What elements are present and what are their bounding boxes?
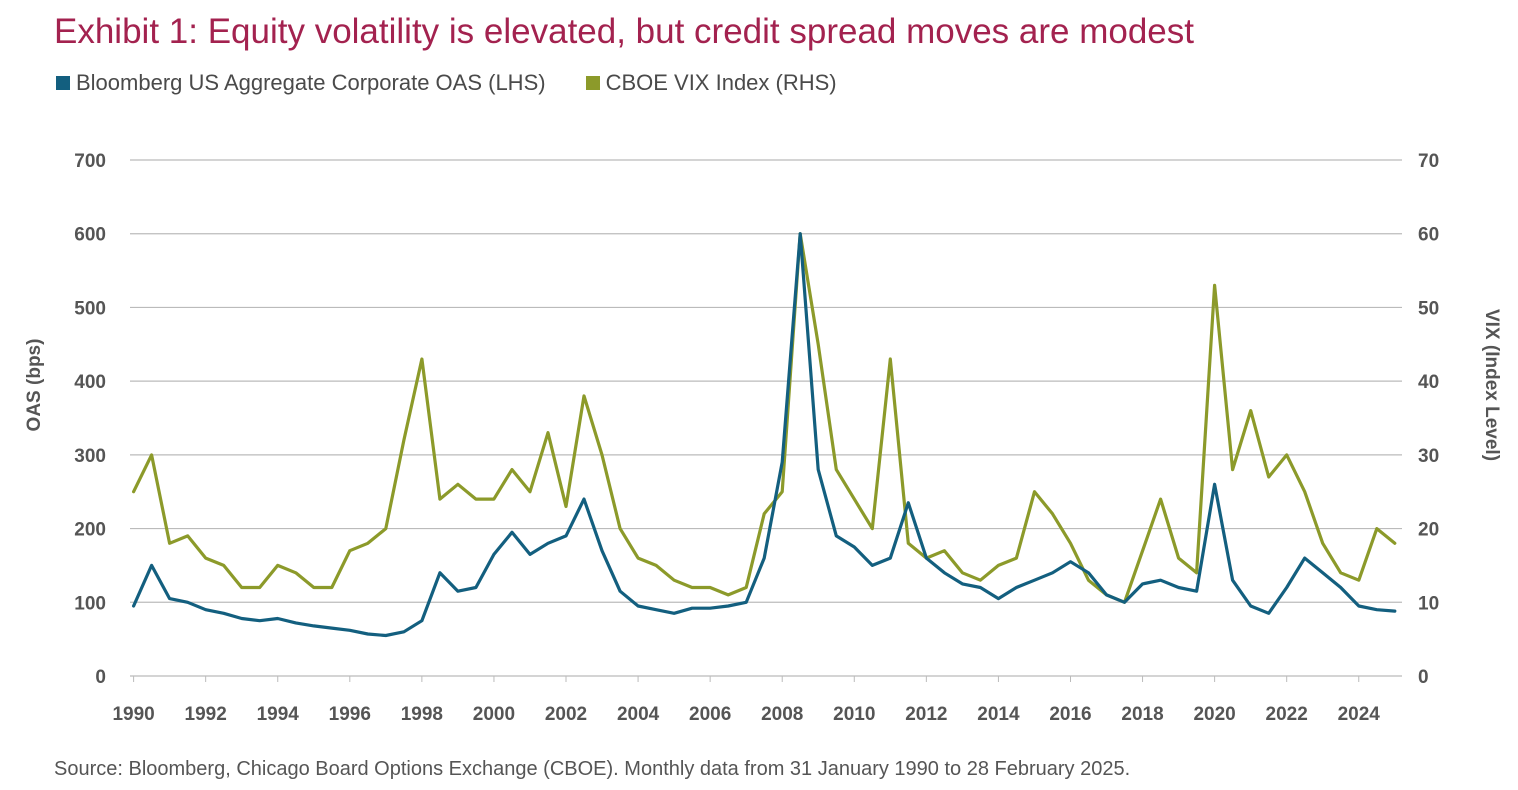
- legend: Bloomberg US Aggregate Corporate OAS (LH…: [56, 70, 837, 96]
- left-tick-label: 500: [74, 298, 106, 319]
- series-line-oas: [132, 232, 1397, 638]
- left-tick-label: 0: [95, 667, 106, 688]
- x-tick-label: 2014: [977, 704, 1020, 725]
- right-axis-title: VIX (Index Level): [1481, 309, 1502, 461]
- x-tick-label: 1994: [257, 704, 300, 725]
- legend-label-vix: CBOE VIX Index (RHS): [605, 70, 837, 95]
- right-tick-label: 70: [1418, 151, 1439, 172]
- series-lines: [132, 232, 1397, 638]
- left-tick-label: 300: [74, 446, 106, 467]
- right-axis-ticks: 0 10 20 30 40 50 60 70: [1418, 151, 1439, 688]
- left-axis-ticks: 0 100 200 300 400 500 600 700: [74, 151, 106, 688]
- right-tick-label: 20: [1418, 520, 1439, 541]
- x-tick-label: 2016: [1049, 704, 1091, 725]
- x-tick-label: 2004: [617, 704, 660, 725]
- left-axis-title: OAS (bps): [24, 339, 45, 432]
- right-tick-label: 50: [1418, 298, 1439, 319]
- left-tick-label: 400: [74, 372, 106, 393]
- x-axis-ticks: 1990 1992 1994 1996 1998 2000 2002 2004 2006 2008…: [112, 676, 1380, 725]
- x-tick-label: 1996: [329, 704, 371, 725]
- gridlines: [130, 159, 1402, 677]
- left-tick-label: 200: [74, 520, 106, 541]
- x-tick-label: 1990: [112, 704, 154, 725]
- legend-item-oas: Bloomberg US Aggregate Corporate OAS (LH…: [56, 70, 546, 96]
- x-tick-label: 2006: [689, 704, 731, 725]
- x-tick-label: 1992: [185, 704, 227, 725]
- legend-swatch-vix: [585, 76, 600, 90]
- right-tick-label: 60: [1418, 225, 1439, 246]
- right-tick-label: 0: [1418, 667, 1429, 688]
- x-tick-label: 2002: [545, 704, 587, 725]
- x-tick-label: 2024: [1338, 704, 1381, 725]
- legend-item-vix: CBOE VIX Index (RHS): [585, 70, 837, 96]
- x-tick-label: 2010: [833, 704, 875, 725]
- series-line-vix: [132, 232, 1397, 604]
- x-tick-label: 2022: [1266, 704, 1308, 725]
- x-tick-label: 2008: [761, 704, 803, 725]
- legend-label-oas: Bloomberg US Aggregate Corporate OAS (LH…: [76, 70, 546, 95]
- source-note: Source: Bloomberg, Chicago Board Options…: [54, 758, 1131, 780]
- left-tick-label: 600: [74, 225, 106, 246]
- right-tick-label: 30: [1418, 446, 1439, 467]
- right-tick-label: 40: [1418, 372, 1439, 393]
- x-tick-label: 1998: [401, 704, 443, 725]
- x-tick-label: 2012: [905, 704, 947, 725]
- x-tick-label: 2020: [1193, 704, 1235, 725]
- x-tick-label: 2000: [473, 704, 515, 725]
- right-tick-label: 10: [1418, 593, 1439, 614]
- x-tick-label: 2018: [1121, 704, 1163, 725]
- left-tick-label: 700: [74, 151, 106, 172]
- chart-title: Exhibit 1: Equity volatility is elevated…: [54, 12, 1194, 51]
- legend-swatch-oas: [56, 76, 70, 90]
- left-tick-label: 100: [74, 593, 106, 614]
